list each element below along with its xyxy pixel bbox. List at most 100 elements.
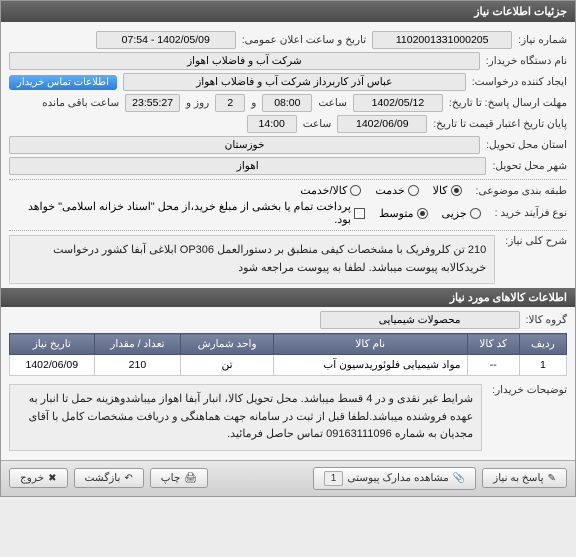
creator-value: عباس آذر کاربرداز شرکت آب و فاضلاب اهواز xyxy=(123,73,466,91)
radio-service[interactable]: خدمت xyxy=(375,184,418,197)
radio-service-circle xyxy=(408,185,419,196)
exit-button[interactable]: ✖ خروج xyxy=(9,468,68,488)
buyer-desc-label: توضیحات خریدار: xyxy=(492,384,567,396)
items-table-body: 1 -- مواد شیمیایی فلوئوریدسیون آب تن 210… xyxy=(10,355,567,376)
contact-badge[interactable]: اطلاعات تماس خریدار xyxy=(9,75,117,90)
reply-label: پاسخ به نیاز xyxy=(493,472,543,484)
radio-service-label: خدمت xyxy=(375,184,404,197)
print-icon: 🖨 xyxy=(184,473,197,484)
row-validity: پایان تاریخ اعتبار قیمت تا تاریخ: 1402/0… xyxy=(9,115,567,133)
back-label: بازگشت xyxy=(85,472,121,484)
province-label: استان محل تحویل: xyxy=(486,139,567,151)
announce-value: 1402/05/09 - 07:54 xyxy=(96,31,236,49)
need-number-label: شماره نیاز: xyxy=(518,34,567,46)
remain-days-label: روز و xyxy=(186,97,209,109)
td-row: 1 xyxy=(519,355,566,376)
remain-suffix: ساعت باقی مانده xyxy=(42,97,119,109)
th-name: نام کالا xyxy=(273,334,467,355)
check-treasury-label: پرداخت تمام یا بخشی از مبلغ خرید،از محل … xyxy=(9,200,351,226)
deadline-time-label: ساعت xyxy=(318,97,347,109)
row-category: طبقه بندی موضوعی: کالا خدمت کالا/خدمت xyxy=(9,184,567,197)
items-table: ردیف کد کالا نام کالا واحد شمارش تعداد /… xyxy=(9,333,567,376)
panel-title: جزئیات اطلاعات نیاز xyxy=(1,1,575,22)
remain-days: 2 xyxy=(215,94,245,112)
validity-time: 14:00 xyxy=(247,115,297,133)
radio-medium[interactable]: متوسط xyxy=(379,207,428,220)
items-subheader: اطلاعات کالاهای مورد نیاز xyxy=(1,288,575,307)
th-row: ردیف xyxy=(519,334,566,355)
reply-button[interactable]: ✎ پاسخ به نیاز xyxy=(482,468,567,488)
table-row[interactable]: 1 -- مواد شیمیایی فلوئوریدسیون آب تن 210… xyxy=(10,355,567,376)
radio-goods[interactable]: کالا xyxy=(433,184,462,197)
th-qty: تعداد / مقدار xyxy=(94,334,181,355)
deadline-time: 08:00 xyxy=(262,94,312,112)
deadline-date: 1402/05/12 xyxy=(353,94,443,112)
td-code: -- xyxy=(467,355,519,376)
radio-medium-circle xyxy=(417,208,428,219)
row-need-title: شرح کلی نیاز: 210 تن کلروفریک با مشخصات … xyxy=(9,235,567,284)
row-group: گروه کالا: محصولات شیمیایی xyxy=(9,311,567,329)
need-title-value: 210 تن کلروفریک با مشخصات کیفی منطبق بر … xyxy=(9,235,495,284)
radio-small-label: جزیی xyxy=(442,207,467,220)
need-title-label: شرح کلی نیاز: xyxy=(505,235,567,247)
city-value: اهواز xyxy=(9,157,486,175)
buyer-value: شرکت آب و فاضلاب اهواز xyxy=(9,52,480,70)
print-button[interactable]: 🖨 چاپ xyxy=(150,468,208,488)
need-number-value: 1102001331000205 xyxy=(372,31,512,49)
row-city: شهر محل تحویل: اهواز xyxy=(9,157,567,175)
radio-small-circle xyxy=(470,208,481,219)
row-buyer: نام دستگاه خریدار: شرکت آب و فاضلاب اهوا… xyxy=(9,52,567,70)
th-date: تاریخ نیاز xyxy=(10,334,95,355)
city-label: شهر محل تحویل: xyxy=(492,160,567,172)
attachments-count: 1 xyxy=(324,471,344,486)
footer-bar: ✎ پاسخ به نیاز 📎 مشاهده مدارک پیوستی 1 🖨… xyxy=(1,460,575,496)
province-value: خوزستان xyxy=(9,136,480,154)
separator-2 xyxy=(9,230,567,231)
radio-both[interactable]: کالا/خدمت xyxy=(300,184,361,197)
panel-body: شماره نیاز: 1102001331000205 تاریخ و ساع… xyxy=(1,22,575,460)
print-label: چاپ xyxy=(161,472,181,484)
check-treasury-box xyxy=(354,208,365,219)
row-creator: ایجاد کننده درخواست: عباس آذر کاربرداز ش… xyxy=(9,73,567,91)
creator-label: ایجاد کننده درخواست: xyxy=(472,76,567,88)
check-treasury[interactable]: پرداخت تمام یا بخشی از مبلغ خرید،از محل … xyxy=(9,200,365,226)
details-panel: جزئیات اطلاعات نیاز شماره نیاز: 11020013… xyxy=(0,0,576,497)
row-province: استان محل تحویل: خوزستان xyxy=(9,136,567,154)
validity-time-label: ساعت xyxy=(303,118,332,130)
validity-label: پایان تاریخ اعتبار قیمت تا تاریخ: xyxy=(433,118,567,130)
row-buyer-desc: توضیحات خریدار: شرایط غیر نقدی و در 4 قس… xyxy=(9,384,567,451)
remain-and: و xyxy=(251,97,256,109)
category-label: طبقه بندی موضوعی: xyxy=(476,185,567,197)
deadline-label: مهلت ارسال پاسخ: تا تاریخ: xyxy=(449,97,567,109)
separator-1 xyxy=(9,179,567,180)
radio-goods-circle xyxy=(451,185,462,196)
remain-time: 23:55:27 xyxy=(125,94,180,112)
td-date: 1402/06/09 xyxy=(10,355,95,376)
exit-label: خروج xyxy=(20,472,44,484)
validity-date: 1402/06/09 xyxy=(337,115,427,133)
attachments-button[interactable]: 📎 مشاهده مدارک پیوستی 1 xyxy=(313,467,476,490)
radio-small[interactable]: جزیی xyxy=(442,207,481,220)
th-unit: واحد شمارش xyxy=(181,334,274,355)
exit-icon: ✖ xyxy=(48,473,56,484)
group-label: گروه کالا: xyxy=(526,314,567,326)
back-button[interactable]: ↶ بازگشت xyxy=(74,468,144,488)
attachment-icon: 📎 xyxy=(453,473,465,484)
td-unit: تن xyxy=(181,355,274,376)
buyer-desc-value: شرایط غیر نقدی و در 4 قسط میباشد. محل تح… xyxy=(9,384,482,451)
buyer-label: نام دستگاه خریدار: xyxy=(486,55,567,67)
back-icon: ↶ xyxy=(124,473,132,484)
row-process: نوع فرآیند خرید : جزیی متوسط پرداخت تمام… xyxy=(9,200,567,226)
radio-goods-label: کالا xyxy=(433,184,448,197)
radio-both-circle xyxy=(350,185,361,196)
td-name: مواد شیمیایی فلوئوریدسیون آب xyxy=(273,355,467,376)
group-value: محصولات شیمیایی xyxy=(320,311,520,329)
attachments-label: مشاهده مدارک پیوستی xyxy=(347,472,448,484)
items-table-head: ردیف کد کالا نام کالا واحد شمارش تعداد /… xyxy=(10,334,567,355)
row-need-number: شماره نیاز: 1102001331000205 تاریخ و ساع… xyxy=(9,31,567,49)
td-qty: 210 xyxy=(94,355,181,376)
process-label: نوع فرآیند خرید : xyxy=(495,207,567,219)
radio-both-label: کالا/خدمت xyxy=(300,184,347,197)
announce-label: تاریخ و ساعت اعلان عمومی: xyxy=(242,34,366,46)
radio-medium-label: متوسط xyxy=(379,207,414,220)
